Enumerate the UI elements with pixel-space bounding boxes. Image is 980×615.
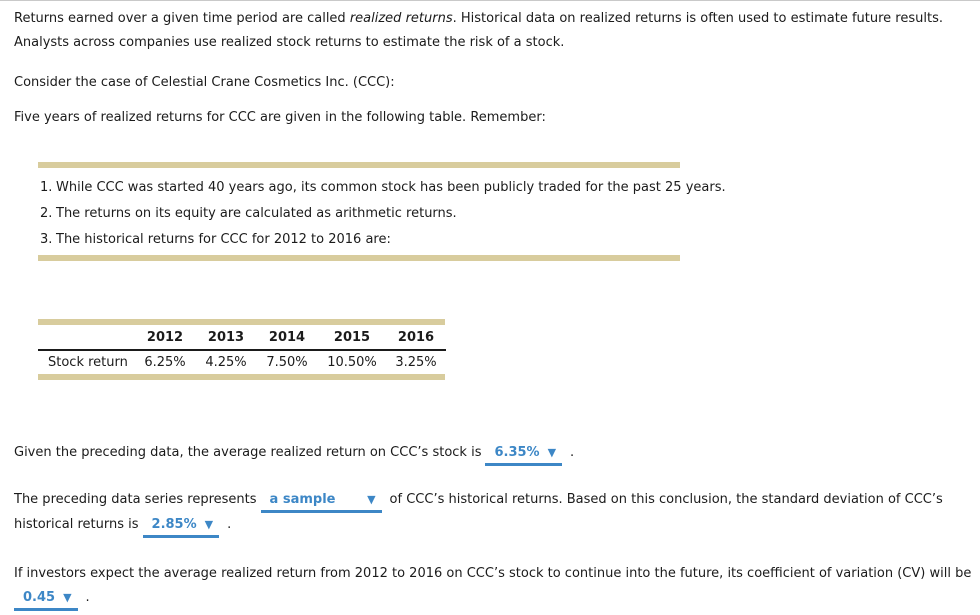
row-label: Stock return (48, 355, 128, 370)
year-header: 2015 (318, 325, 386, 351)
return-value: 4.25% (205, 355, 247, 370)
return-value: 6.25% (144, 355, 186, 370)
case-intro-line: Consider the case of Celestial Crane Cos… (14, 75, 395, 90)
intro-line-1: Returns earned over a given time period … (14, 10, 966, 27)
table-intro-line: Five years of realized returns for CCC a… (14, 110, 546, 125)
notes-box: 1. While CCC was started 40 years ago, it… (38, 162, 726, 261)
question-cv-line-1: If investors expect the average realized… (14, 566, 971, 581)
returns-table: 2012 2013 2014 2015 2016 Stock return 6.… (38, 319, 446, 380)
q2-text-after-dropdown: of CCC’s historical returns. Based on th… (389, 492, 943, 507)
average-return-dropdown[interactable]: 6.35% ▼ (485, 445, 563, 466)
standard-deviation-dropdown[interactable]: 2.85% ▼ (142, 517, 220, 538)
intro-text-after-italic: . Historical data on realized returns is… (452, 11, 943, 26)
q2-period: . (227, 517, 232, 532)
dropdown-selected-value: 0.45 (23, 590, 56, 605)
note-item-2: 2. The returns on its equity are calculat… (40, 206, 674, 222)
q3-period: . (85, 590, 90, 605)
q1-period: . (570, 445, 575, 460)
dropdown-selected-value: 6.35% (494, 445, 540, 460)
note-number: 2. (40, 206, 53, 221)
note-text: The historical returns for CCC for 2012 … (56, 232, 391, 247)
question-sample-line-2: historical returns is 2.85% ▼. (14, 517, 966, 538)
note-number: 1. (40, 180, 53, 195)
return-value: 10.50% (327, 355, 377, 370)
year-header: 2012 (134, 325, 196, 351)
return-value: 3.25% (395, 355, 437, 370)
q2-line2-text: historical returns is (14, 517, 139, 532)
intro-line-2: Analysts across companies use realized s… (14, 35, 565, 50)
year-header: 2014 (256, 325, 318, 351)
q1-text: Given the preceding data, the average re… (14, 445, 482, 460)
question-sample-line-1: The preceding data series represents a sa… (14, 492, 966, 513)
return-value: 7.50% (266, 355, 308, 370)
coefficient-of-variation-dropdown[interactable]: 0.45 ▼ (14, 590, 78, 611)
stock-return-row: Stock return 6.25% 4.25% 7.50% 10.50% 3.… (38, 350, 446, 374)
year-header: 2013 (196, 325, 256, 351)
returns-table-header-row: 2012 2013 2014 2015 2016 (38, 325, 446, 351)
dropdown-arrow-icon: ▼ (547, 446, 557, 459)
intro-italic-term: realized returns (349, 11, 453, 26)
dropdown-arrow-icon: ▼ (367, 493, 376, 506)
dropdown-selected-value: 2.85% (151, 517, 197, 532)
note-item-1: 1. While CCC was started 40 years ago, it… (40, 180, 726, 196)
note-text: While CCC was started 40 years ago, its … (56, 180, 726, 195)
note-item-3: 3. The historical returns for CCC for 201… (40, 232, 674, 248)
dropdown-arrow-icon: ▼ (204, 518, 214, 531)
year-header: 2016 (386, 325, 446, 351)
dropdown-selected-value: a sample (269, 492, 336, 507)
question-average-return: Given the preceding data, the average re… (14, 445, 966, 466)
note-number: 3. (40, 232, 53, 247)
question-cv-line-2: 0.45 ▼. (14, 590, 966, 611)
sample-or-population-dropdown[interactable]: a sample ▼ (260, 492, 382, 513)
dropdown-arrow-icon: ▼ (63, 591, 72, 604)
returns-table-corner-cell (38, 325, 134, 351)
note-text: The returns on its equity are calculated… (56, 206, 457, 221)
q3-text: If investors expect the average realized… (14, 566, 972, 581)
q2-text-before: The preceding data series represents (14, 492, 257, 507)
intro-text-before-italic: Returns earned over a given time period … (14, 11, 350, 26)
